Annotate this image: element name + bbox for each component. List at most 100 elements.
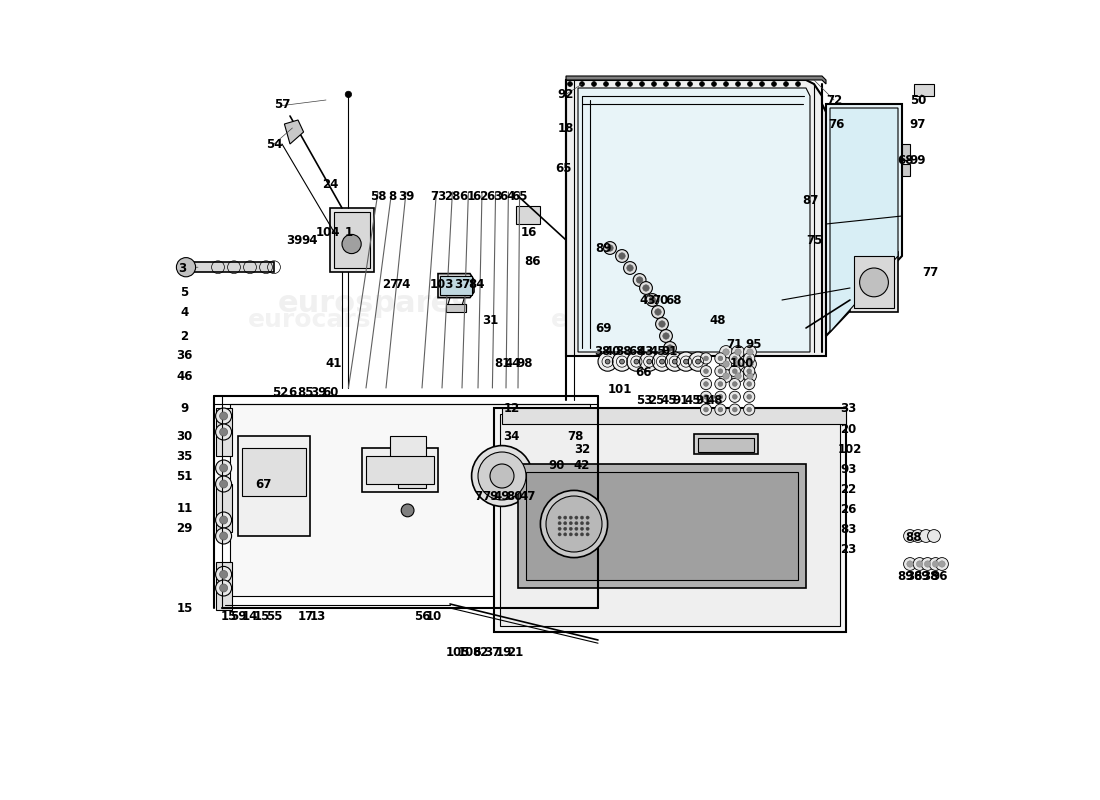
Circle shape	[747, 394, 751, 399]
Circle shape	[569, 516, 572, 519]
Circle shape	[729, 391, 740, 402]
Text: 69: 69	[595, 322, 612, 334]
Circle shape	[176, 258, 196, 277]
Circle shape	[478, 452, 526, 500]
Circle shape	[663, 342, 676, 354]
Circle shape	[936, 558, 948, 570]
Text: 32: 32	[574, 443, 590, 456]
Polygon shape	[518, 464, 806, 588]
Circle shape	[637, 277, 642, 283]
Text: 75: 75	[806, 234, 822, 246]
Circle shape	[733, 356, 737, 361]
Text: 53: 53	[636, 394, 652, 406]
Circle shape	[744, 404, 755, 415]
Text: 56: 56	[414, 610, 430, 622]
Circle shape	[927, 530, 940, 542]
Text: 59: 59	[230, 610, 246, 622]
Circle shape	[715, 353, 726, 364]
Circle shape	[569, 533, 572, 536]
Text: 24: 24	[322, 178, 338, 190]
Circle shape	[795, 82, 801, 86]
Circle shape	[715, 404, 726, 415]
Circle shape	[627, 352, 646, 371]
Text: 100: 100	[729, 358, 755, 370]
Text: 30: 30	[176, 430, 192, 442]
Circle shape	[744, 378, 755, 390]
Circle shape	[747, 349, 754, 355]
Text: 41: 41	[326, 358, 342, 370]
Text: 65: 65	[556, 162, 572, 174]
Text: 91: 91	[662, 346, 679, 358]
Bar	[216, 562, 232, 610]
Text: 88: 88	[905, 531, 922, 544]
Circle shape	[220, 480, 228, 488]
Polygon shape	[238, 436, 310, 536]
Circle shape	[581, 527, 584, 530]
Text: 58: 58	[370, 190, 386, 202]
Circle shape	[704, 394, 708, 399]
Circle shape	[581, 533, 584, 536]
Text: 8: 8	[388, 190, 396, 202]
Polygon shape	[494, 408, 846, 632]
Circle shape	[575, 533, 578, 536]
Circle shape	[216, 408, 232, 424]
Circle shape	[616, 250, 628, 262]
Circle shape	[663, 82, 669, 86]
Text: 82: 82	[472, 646, 488, 658]
Text: 42: 42	[574, 459, 591, 472]
Bar	[902, 164, 910, 176]
Circle shape	[651, 306, 664, 318]
Circle shape	[747, 407, 751, 412]
Text: eurospares: eurospares	[231, 508, 389, 532]
Circle shape	[736, 82, 740, 86]
Text: 46: 46	[176, 370, 192, 382]
Text: 73: 73	[430, 190, 447, 202]
Circle shape	[732, 358, 745, 370]
Text: 37: 37	[454, 278, 470, 290]
Circle shape	[715, 378, 726, 390]
Polygon shape	[578, 88, 810, 352]
Text: 98: 98	[516, 358, 532, 370]
Text: 25: 25	[648, 394, 664, 406]
Text: 28: 28	[444, 190, 461, 202]
Circle shape	[920, 530, 933, 542]
Text: 95: 95	[746, 338, 762, 350]
Text: 71: 71	[726, 338, 742, 350]
Circle shape	[634, 359, 639, 364]
Text: 83: 83	[840, 523, 857, 536]
Circle shape	[605, 359, 610, 364]
Text: 87: 87	[802, 194, 818, 206]
Circle shape	[903, 558, 916, 570]
Circle shape	[216, 476, 232, 492]
Circle shape	[604, 242, 616, 254]
Circle shape	[616, 82, 620, 86]
Text: 92: 92	[558, 88, 574, 101]
Circle shape	[660, 330, 672, 342]
Text: 94: 94	[301, 234, 318, 246]
Circle shape	[733, 382, 737, 386]
Bar	[330, 208, 374, 272]
Circle shape	[642, 285, 649, 291]
Polygon shape	[362, 448, 438, 492]
Text: 45: 45	[660, 394, 676, 406]
Bar	[516, 206, 540, 224]
Text: 39: 39	[398, 190, 415, 202]
Text: eurospares: eurospares	[574, 482, 767, 510]
Text: 50: 50	[910, 94, 926, 106]
Circle shape	[747, 382, 751, 386]
Circle shape	[724, 82, 728, 86]
Text: 15: 15	[254, 610, 271, 622]
Circle shape	[701, 378, 712, 390]
Circle shape	[546, 496, 602, 552]
Text: 2: 2	[180, 330, 188, 342]
Polygon shape	[826, 104, 902, 336]
Text: 38: 38	[905, 570, 922, 582]
Text: 31: 31	[482, 314, 498, 326]
Circle shape	[598, 352, 617, 371]
Text: 14: 14	[242, 610, 258, 622]
Circle shape	[933, 561, 938, 567]
Circle shape	[913, 558, 926, 570]
Circle shape	[220, 412, 228, 420]
Text: 45: 45	[650, 346, 667, 358]
Text: 29: 29	[176, 522, 192, 534]
